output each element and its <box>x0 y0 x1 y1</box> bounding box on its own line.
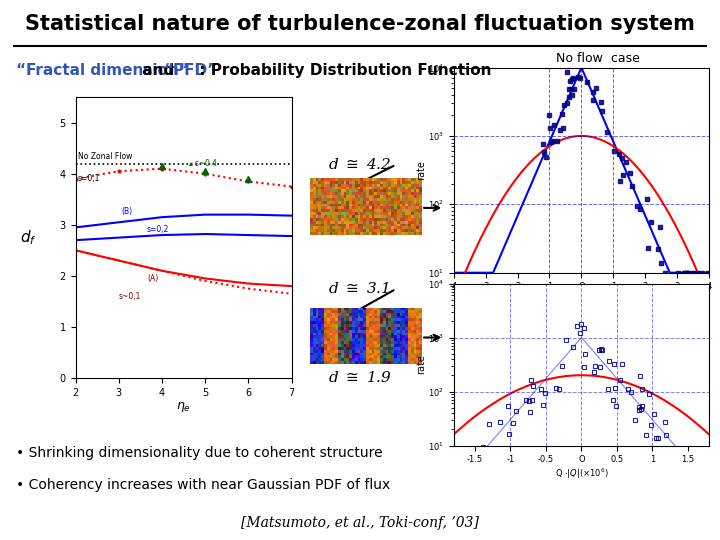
Text: • Coherency increases with near Gaussian PDF of flux: • Coherency increases with near Gaussian… <box>16 478 390 492</box>
X-axis label: Q $\cdot|Q|(\times 10^6)$: Q $\cdot|Q|(\times 10^6)$ <box>554 467 608 481</box>
Text: No flow  case: No flow case <box>556 52 639 65</box>
Text: and: and <box>137 63 179 78</box>
Text: (A): (A) <box>147 274 158 283</box>
Y-axis label: rate: rate <box>416 355 426 374</box>
Text: “PFD”: “PFD” <box>163 63 217 78</box>
Y-axis label: rate: rate <box>416 160 426 180</box>
Text: Statistical nature of turbulence-zonal fluctuation system: Statistical nature of turbulence-zonal f… <box>25 14 695 33</box>
Text: • Shrinking dimensionality due to coherent structure: • Shrinking dimensionality due to cohere… <box>16 446 382 460</box>
X-axis label: $\eta_e$: $\eta_e$ <box>176 401 191 415</box>
Text: s=0,1: s=0,1 <box>78 174 100 184</box>
Text: d $\cong$ 3.1: d $\cong$ 3.1 <box>328 281 389 296</box>
Text: s~0,1: s~0,1 <box>119 292 141 301</box>
Text: “Fractal dimension”: “Fractal dimension” <box>16 63 189 78</box>
Text: $d_f$: $d_f$ <box>19 228 37 247</box>
Text: (B): (B) <box>121 207 132 215</box>
Text: No Zonal Flow: No Zonal Flow <box>78 152 132 161</box>
Text: strong flow  case: strong flow case <box>544 257 651 270</box>
Text: $\blacktriangle$ s~0.4: $\blacktriangle$ s~0.4 <box>188 157 218 168</box>
Text: s=0,2: s=0,2 <box>147 225 169 234</box>
Text: d $\cong$ 4.2: d $\cong$ 4.2 <box>328 157 391 172</box>
Text: d $\cong$ 1.9: d $\cong$ 1.9 <box>328 370 392 386</box>
X-axis label: Q $\cdot|Q|(\times 10^5)$: Q $\cdot|Q|(\times 10^5)$ <box>554 294 608 308</box>
Text: [Matsumoto, et al., Toki-conf, ’03]: [Matsumoto, et al., Toki-conf, ’03] <box>241 516 479 530</box>
Text: : Probability Distribution Function: : Probability Distribution Function <box>194 63 491 78</box>
